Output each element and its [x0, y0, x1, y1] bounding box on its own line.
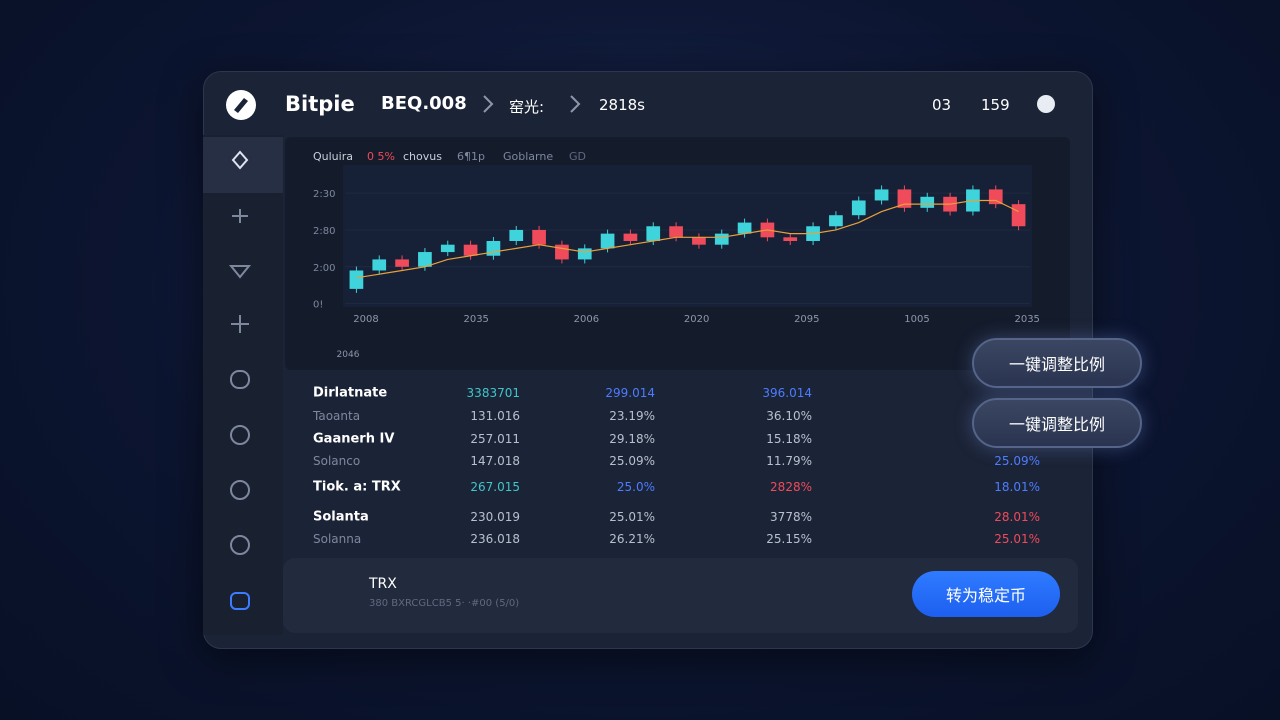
row-name: Solanco: [313, 454, 361, 468]
table-cell: 2828%: [770, 480, 812, 494]
legend-item: 6¶1p: [457, 150, 485, 163]
x-tick-label: 1005: [904, 314, 929, 325]
x-tick-label: 2020: [684, 314, 709, 325]
legend-item: Goblarne: [503, 150, 553, 163]
table-cell: 11.79%: [766, 454, 812, 468]
table-cell: 29.18%: [609, 432, 655, 446]
candle: [577, 248, 592, 260]
table-cell: 236.018: [470, 532, 520, 546]
rebalance-button[interactable]: 一键调整比例: [972, 338, 1142, 388]
candle: [395, 259, 409, 267]
row-name: Solanna: [313, 532, 362, 546]
table-cell: 36.10%: [766, 409, 812, 423]
table-cell: 396.014: [762, 386, 812, 400]
moving-average: [356, 199, 1019, 279]
x-tick-label: 2035: [1014, 314, 1039, 325]
y-tick-label: 2:00: [313, 263, 335, 274]
stat: 03: [932, 96, 952, 114]
candle: [692, 237, 706, 245]
table-cell: 3778%: [770, 510, 812, 524]
candle: [714, 233, 729, 245]
convert-button[interactable]: 转为稳定币: [912, 571, 1060, 617]
y-tick-label: 2:30: [313, 189, 335, 200]
breadcrumb: 2818s: [599, 96, 645, 114]
asset-detail: 380 BXRCGLCB5 5· ·#00 (5/0): [369, 598, 520, 609]
candle: [737, 222, 752, 234]
candle: [418, 252, 432, 267]
sidebar: [203, 135, 283, 635]
row-name: Dirlatnate: [313, 385, 388, 401]
settings-icon[interactable]: [1037, 95, 1055, 113]
table-cell: 26.21%: [609, 532, 655, 546]
table-cell: 23.19%: [609, 409, 655, 423]
table-cell: 299.014: [605, 386, 655, 400]
table-cell: 25.09%: [994, 454, 1040, 468]
table-cell: 230.019: [470, 510, 520, 524]
candlestick-chart: Quluira 0 5% chovus 6¶1p Goblarne GD 2:30 2:80 2…: [313, 150, 1040, 360]
candle: [669, 226, 683, 238]
row-name: Gaanerh IV: [313, 431, 395, 447]
plot-bg: [343, 165, 1032, 307]
table-cell: 18.01%: [994, 480, 1040, 494]
table-cell: 3383701: [466, 386, 520, 400]
candle: [349, 270, 364, 289]
table-cell: 267.015: [470, 480, 520, 494]
candle: [829, 215, 843, 227]
candle: [646, 226, 661, 241]
legend-item: 0 5%: [367, 150, 395, 163]
row-name: Solanta: [313, 509, 369, 525]
table-cell: 15.18%: [766, 432, 812, 446]
candle: [372, 259, 387, 271]
logo-mark: [234, 98, 248, 113]
legend-item: Quluira: [313, 150, 353, 163]
x-tick-label: 2008: [353, 314, 378, 325]
candle: [623, 233, 638, 241]
chart-area: Quluira 0 5% chovus 6¶1p Goblarne GD 2:30 2:80 2…: [285, 137, 1070, 370]
x-footer: 2046: [337, 350, 360, 360]
candle: [532, 229, 546, 245]
table-cell: 25.0%: [616, 480, 655, 494]
breadcrumb: 窑光:: [509, 98, 545, 116]
x-tick-label: 2035: [463, 314, 488, 325]
table-cell: 147.018: [470, 454, 520, 468]
stat: 159: [981, 96, 1010, 114]
sidebar-icons[interactable]: [228, 150, 252, 610]
candle: [509, 229, 524, 241]
candle: [600, 233, 615, 249]
candle: [897, 189, 912, 208]
chevrons: [483, 95, 581, 113]
table-cell: 28.01%: [994, 510, 1040, 524]
row-name: Taoanta: [313, 409, 361, 423]
row-name: Tiok. a: TRX: [313, 479, 401, 495]
x-tick-label: 2006: [574, 314, 599, 325]
y-tick-label: 2:80: [313, 226, 335, 237]
candle: [463, 244, 478, 256]
candle: [440, 244, 455, 253]
candle: [851, 200, 866, 216]
x-tick-label: 2095: [794, 314, 819, 325]
table-cell: 257.011: [470, 432, 520, 446]
table-cell: 25.09%: [609, 454, 655, 468]
candle: [783, 237, 798, 241]
y-tick-label: 0!: [313, 300, 323, 311]
legend-item: GD: [569, 150, 586, 163]
candle: [920, 196, 935, 208]
rebalance-button[interactable]: 一键调整比例: [972, 398, 1142, 448]
table-cell: 131.016: [470, 409, 520, 423]
pair: BEQ.008: [381, 93, 467, 114]
legend-item: chovus: [403, 150, 442, 163]
candle: [874, 189, 889, 201]
table-cell: 25.01%: [609, 510, 655, 524]
table-cell: 25.15%: [766, 532, 812, 546]
brand: Bitpie: [285, 92, 355, 116]
asset-name: TRX: [369, 576, 397, 592]
table-cell: 25.01%: [994, 532, 1040, 546]
